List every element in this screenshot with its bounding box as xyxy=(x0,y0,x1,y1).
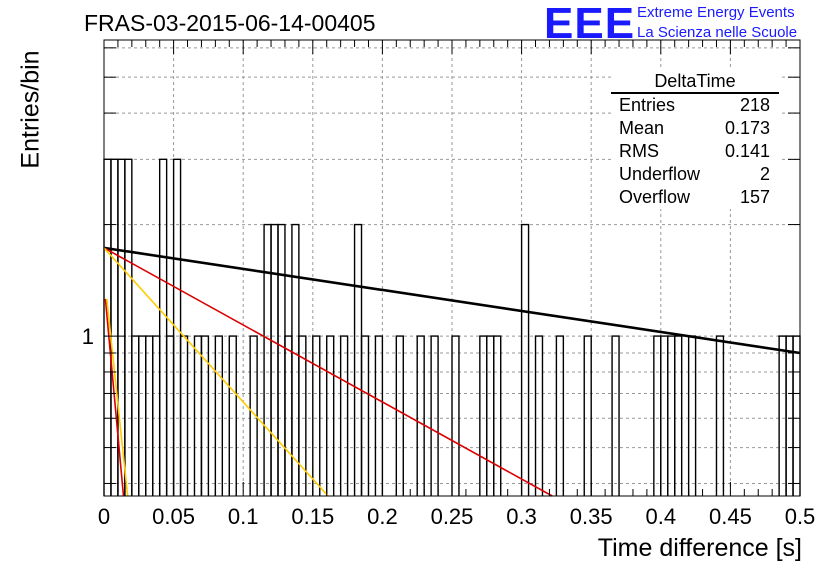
histogram-bin-20 xyxy=(284,335,293,496)
histogram-bin-42 xyxy=(660,335,669,496)
x-tick-label-1: 0.05 xyxy=(152,504,195,529)
fit-curves xyxy=(103,246,801,497)
histogram-bin-25 xyxy=(339,335,349,496)
histogram-bin-29 xyxy=(395,335,404,496)
tick-labels: 0 0.05 0.1 0.15 0.2 0.25 0.3 0.35 0.4 0.45 0.5 1 xyxy=(82,324,816,529)
stats-box-title: DeltaTime xyxy=(611,70,779,94)
fit-curve-3 xyxy=(104,298,125,497)
fit-curve-2 xyxy=(103,247,329,497)
eee-logo: EEE xyxy=(544,0,636,48)
stats-box: DeltaTime Entries 218 Mean 0.173 RMS 0.141 … xyxy=(611,70,779,209)
histogram-bin-1 xyxy=(110,158,119,496)
histogram-bin-19 xyxy=(277,223,286,496)
histogram-bin-10 xyxy=(172,158,182,496)
stats-row-mean: Mean 0.173 xyxy=(619,118,770,138)
histogram-bin-28 xyxy=(374,335,384,496)
histogram-bin-39 xyxy=(583,335,592,496)
histogram-bin-27 xyxy=(360,335,370,496)
histogram-bin-24 xyxy=(326,335,335,496)
stats-row-overflow: Overflow 157 xyxy=(619,187,770,207)
histogram-bars xyxy=(103,158,801,496)
histogram-bin-14 xyxy=(214,335,224,496)
x-tick-label-9: 0.45 xyxy=(709,504,752,529)
histogram-bin-31 xyxy=(430,335,439,496)
x-tick-label-3: 0.15 xyxy=(291,504,334,529)
stats-row-entries: Entries 218 xyxy=(619,95,770,115)
histogram-bin-44 xyxy=(674,335,683,496)
x-tick-label-2: 0.1 xyxy=(228,504,259,529)
histogram-bin-22 xyxy=(298,335,307,496)
histogram-bin-49 xyxy=(792,335,801,496)
histogram-bin-13 xyxy=(200,335,210,496)
histogram-bin-43 xyxy=(667,335,676,496)
histogram-bin-48 xyxy=(785,335,794,496)
page-title: FRAS-03-2015-06-14-00405 xyxy=(84,10,376,36)
histogram-bin-11 xyxy=(179,335,189,496)
y-tick-label-0: 1 xyxy=(82,324,94,349)
histogram-bin-33 xyxy=(479,335,488,496)
x-tick-label-8: 0.4 xyxy=(646,504,677,529)
histogram-bin-36 xyxy=(520,223,530,496)
histogram-bin-18 xyxy=(270,223,279,496)
histogram-bin-26 xyxy=(353,223,363,496)
histogram-bin-45 xyxy=(687,335,697,496)
histogram-bin-5 xyxy=(138,335,147,496)
histogram-bin-30 xyxy=(416,335,425,496)
histogram-bin-37 xyxy=(534,335,544,496)
histogram-bin-8 xyxy=(158,158,168,496)
x-tick-label-0: 0 xyxy=(98,504,110,529)
logo-line-1: Extreme Energy Events xyxy=(637,4,795,21)
histogram-bin-15 xyxy=(228,335,237,496)
histogram-bin-35 xyxy=(493,335,502,496)
x-tick-label-6: 0.3 xyxy=(506,504,537,529)
x-tick-label-7: 0.35 xyxy=(570,504,613,529)
histogram-bin-21 xyxy=(291,223,300,496)
fit-curve-0 xyxy=(103,246,801,355)
histogram-bin-16 xyxy=(249,335,258,496)
histogram-bin-9 xyxy=(165,335,175,496)
histogram-bin-32 xyxy=(451,335,460,496)
x-axis-label: Time difference [s] xyxy=(597,534,802,562)
x-tick-label-4: 0.2 xyxy=(367,504,398,529)
histogram-bin-34 xyxy=(486,335,495,496)
histogram-bin-47 xyxy=(778,335,787,496)
histogram-bin-12 xyxy=(193,335,203,496)
x-tick-label-10: 0.5 xyxy=(785,504,816,529)
histogram-bin-46 xyxy=(715,335,725,496)
histogram-bin-7 xyxy=(152,335,161,496)
fit-curve-4 xyxy=(105,298,129,497)
histogram-bin-41 xyxy=(653,335,662,496)
x-tick-label-5: 0.25 xyxy=(431,504,474,529)
histogram-bin-17 xyxy=(263,223,272,496)
histogram-bin-23 xyxy=(312,335,321,496)
histogram-bin-4 xyxy=(131,335,140,496)
logo-line-2: La Scienza nelle Scuole xyxy=(637,24,798,41)
axis-ticks xyxy=(103,40,801,496)
y-axis-label: Entries/bin xyxy=(16,50,45,169)
histogram-bin-40 xyxy=(611,335,620,496)
stats-row-underflow: Underflow 2 xyxy=(619,164,770,184)
histogram-bin-6 xyxy=(145,335,154,496)
histogram-bin-38 xyxy=(555,335,565,496)
fit-curve-1 xyxy=(103,247,553,497)
stats-row-rms: RMS 0.141 xyxy=(619,141,770,161)
histogram-bin-3 xyxy=(124,158,133,496)
